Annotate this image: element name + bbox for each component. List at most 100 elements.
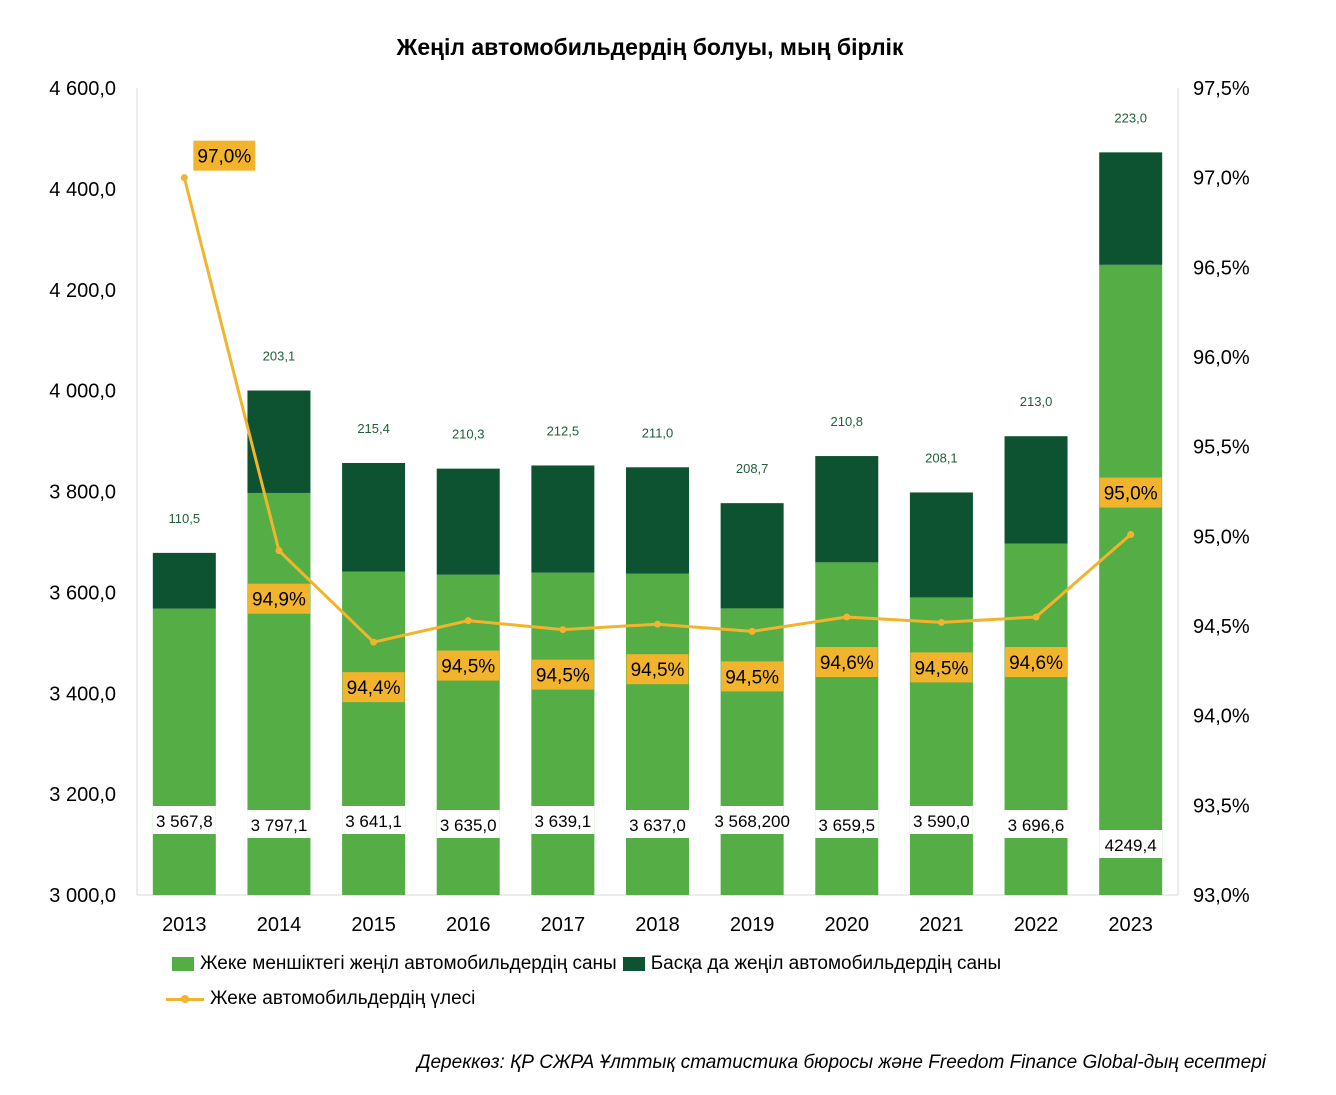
axes: 3 000,0 3 200,0 3 400,0 3 600,0 3 800,0 4 000… <box>49 78 1250 936</box>
bar-private-label: 3 568,200 <box>714 812 790 831</box>
y-tick-label: 3 000,0 <box>49 885 116 907</box>
legend-row-2: Жеке автомобильдердің үлесі <box>166 988 481 1010</box>
bar-other <box>342 463 406 572</box>
legend-item-other: Басқа да жеңіл автомобильдердің саны <box>622 953 1002 975</box>
share-label-bg <box>193 140 256 171</box>
bar-other <box>909 492 973 598</box>
share-label: 94,4% <box>347 678 401 699</box>
bar-private <box>720 608 784 895</box>
bar-private-label-bg <box>626 810 689 838</box>
bar-other <box>531 465 595 573</box>
share-label: 94,6% <box>1009 653 1063 674</box>
y-tick-label: 4 600,0 <box>49 78 116 100</box>
x-tick-label: 2021 <box>919 914 964 936</box>
share-point <box>843 613 851 621</box>
y-tick-label: 3 600,0 <box>49 582 116 604</box>
bar-private <box>436 574 500 895</box>
share-point <box>464 617 472 625</box>
bar-private <box>909 597 973 895</box>
y2-tick-label: 96,5% <box>1193 257 1250 279</box>
share-point <box>370 638 378 646</box>
bar-private <box>1099 264 1163 895</box>
bar-other <box>1004 436 1068 544</box>
share-label-bg <box>910 652 973 683</box>
legend-swatch-private <box>172 957 194 971</box>
legend-item-share: Жеке автомобильдердің үлесі <box>166 988 475 1010</box>
bar-private-label-bg <box>720 806 784 834</box>
bar-private <box>531 572 595 895</box>
share-label: 95,0% <box>1104 484 1158 505</box>
share-label: 94,5% <box>914 658 968 679</box>
bar-private <box>815 562 879 895</box>
bar-other <box>436 468 500 575</box>
bar-private-label: 3 659,5 <box>818 816 875 835</box>
bar-other <box>152 552 216 609</box>
share-point <box>275 547 283 555</box>
share-label: 94,6% <box>820 653 874 674</box>
bar-private <box>342 571 406 895</box>
y-tick-label: 3 400,0 <box>49 683 116 705</box>
x-tick-label: 2015 <box>351 914 396 936</box>
share-label-bg <box>1099 477 1162 508</box>
y2-tick-label: 94,0% <box>1193 706 1250 728</box>
bar-private-label: 3 696,6 <box>1008 816 1065 835</box>
bar-other-label: 215,4 <box>357 421 390 436</box>
bar-other-label: 223,0 <box>1114 110 1147 125</box>
data-labels: 3 567,8 110,5 3 797,1 203,1 3 641,1 215,4 3 63… <box>152 110 1163 858</box>
x-tick-label: 2017 <box>541 914 586 936</box>
bar-other <box>720 503 784 609</box>
bar-other-label: 210,3 <box>452 427 485 442</box>
bar-other <box>815 456 879 563</box>
bar-other-label: 110,5 <box>169 511 201 526</box>
bar-other <box>247 390 311 493</box>
x-tick-label: 2019 <box>730 914 775 936</box>
bar-private-label: 3 567,8 <box>156 812 213 831</box>
x-tick-label: 2020 <box>825 914 870 936</box>
share-label-bg <box>247 583 310 614</box>
bar-private-label: 4249,4 <box>1105 836 1157 855</box>
share-point <box>1032 613 1040 621</box>
y-tick-label: 3 800,0 <box>49 482 116 504</box>
bar-private-label: 3 641,1 <box>345 812 402 831</box>
share-label: 94,5% <box>631 660 685 681</box>
share-point <box>748 627 756 635</box>
x-tick-label: 2023 <box>1108 914 1153 936</box>
y-tick-label: 4 200,0 <box>49 280 116 302</box>
y2-tick-label: 97,5% <box>1193 78 1250 100</box>
share-label: 94,5% <box>725 667 779 688</box>
bar-private-label-bg <box>815 810 879 838</box>
y2-tick-label: 97,0% <box>1193 168 1250 190</box>
bar-private-label: 3 639,1 <box>534 812 591 831</box>
share-label-bg <box>342 672 405 703</box>
chart-title: Жеңіл автомобильдердің болуы, мың бірлік <box>396 34 904 60</box>
bar-private-label-bg <box>247 810 311 838</box>
y2-tick-label: 93,0% <box>1193 885 1250 907</box>
share-label: 97,0% <box>197 147 251 168</box>
bar-private-label: 3 635,0 <box>440 816 497 835</box>
bar-other <box>626 467 689 574</box>
legend-swatch-other <box>622 957 645 971</box>
legend-label-other: Басқа да жеңіл автомобильдердің саны <box>650 953 1002 974</box>
bar-private-label-bg <box>1004 810 1068 838</box>
share-label: 94,5% <box>536 666 590 687</box>
share-label-bg <box>531 659 594 690</box>
bar-other-label: 212,5 <box>547 423 580 438</box>
bar-other <box>1099 152 1163 265</box>
share-point <box>654 620 661 628</box>
legend-swatch-share <box>166 992 204 1006</box>
bar-private-label: 3 637,0 <box>629 816 686 835</box>
share-point <box>1127 531 1135 539</box>
share-label-bg <box>815 647 878 678</box>
y-tick-label: 4 400,0 <box>49 179 116 201</box>
bars <box>152 152 1163 895</box>
bar-private-label-bg <box>909 806 973 834</box>
x-tick-label: 2022 <box>1014 914 1059 936</box>
bar-other-label: 203,1 <box>263 349 296 364</box>
bar-private-label: 3 590,0 <box>913 812 970 831</box>
share-label: 94,5% <box>441 657 495 678</box>
y2-tick-label: 96,0% <box>1193 347 1250 369</box>
bar-private-label-bg <box>436 810 500 838</box>
x-tick-label: 2014 <box>257 914 302 936</box>
bar-other-label: 213,0 <box>1020 394 1053 409</box>
